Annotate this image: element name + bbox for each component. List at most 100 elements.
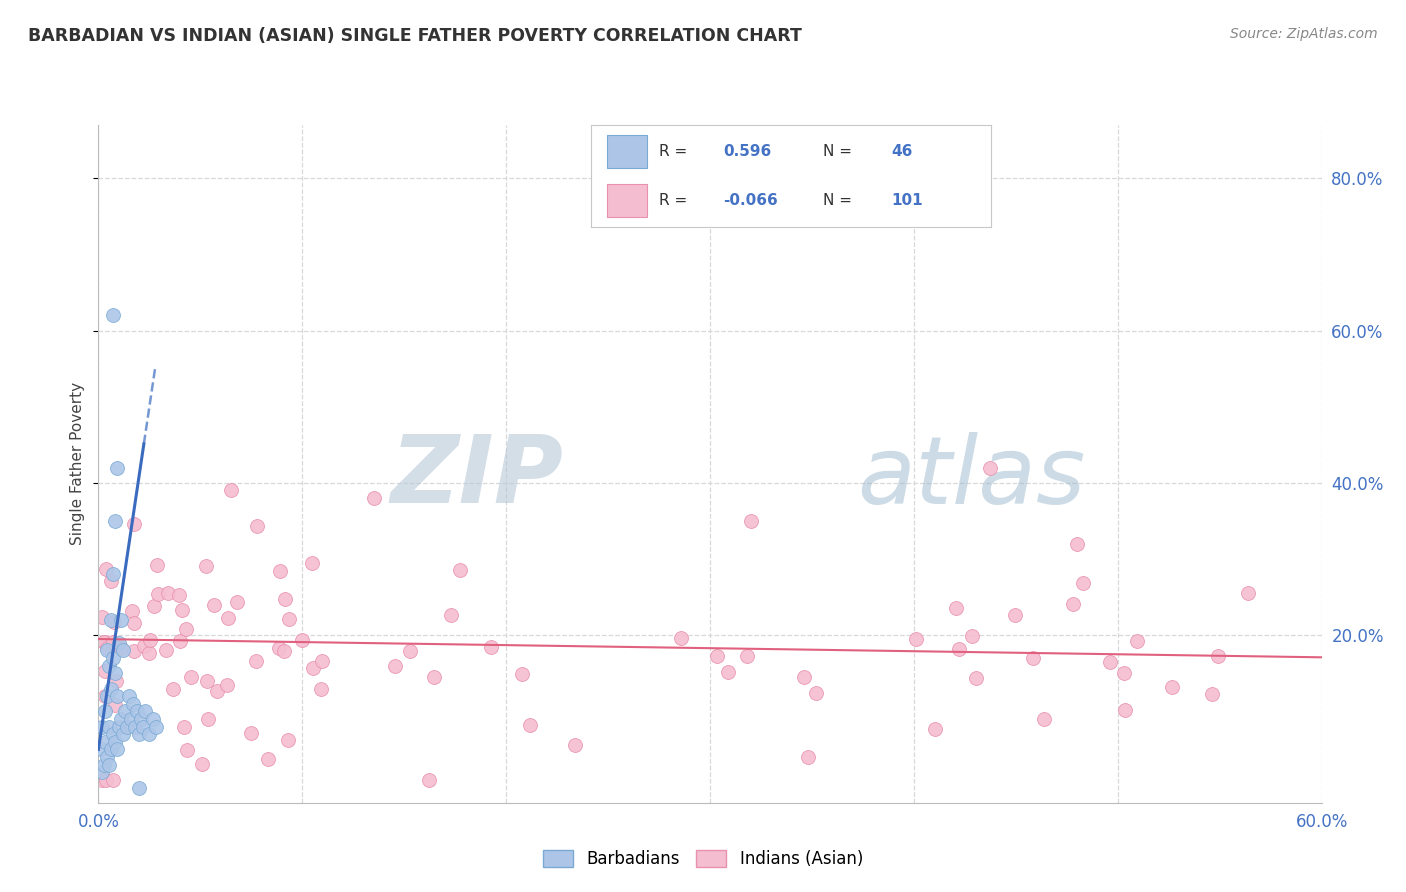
- Point: [105, 689, 128, 703]
- Y-axis label: Single Father Poverty: Single Father Poverty: [70, 383, 86, 545]
- Point: [706, 648, 728, 663]
- Point: [105, 460, 128, 475]
- Point: [301, 557, 323, 571]
- Point: [1114, 703, 1136, 717]
- Point: [94, 562, 117, 576]
- Point: [311, 681, 333, 696]
- Point: [139, 633, 162, 648]
- Point: [132, 720, 155, 734]
- Point: [793, 670, 815, 684]
- Point: [96, 640, 118, 655]
- Point: [101, 634, 124, 648]
- Point: [114, 705, 136, 719]
- Point: [440, 607, 463, 622]
- Point: [134, 705, 156, 719]
- Point: [167, 589, 190, 603]
- Text: N =: N =: [823, 144, 852, 159]
- Point: [1004, 607, 1026, 622]
- Point: [197, 712, 219, 726]
- Point: [120, 712, 142, 726]
- Point: [103, 615, 125, 629]
- Point: [142, 712, 165, 726]
- Point: [104, 514, 127, 528]
- Point: [138, 647, 160, 661]
- Point: [156, 585, 179, 599]
- Point: [384, 659, 406, 673]
- Point: [105, 742, 128, 756]
- Point: [110, 613, 132, 627]
- Point: [101, 567, 124, 582]
- Text: 46: 46: [891, 144, 912, 159]
- Point: [217, 611, 239, 625]
- Point: [564, 738, 586, 752]
- Point: [127, 705, 149, 719]
- Point: [512, 666, 534, 681]
- Point: [148, 587, 170, 601]
- Point: [115, 720, 138, 734]
- Point: [1208, 648, 1230, 663]
- Point: [104, 735, 127, 749]
- Point: [97, 658, 120, 673]
- Point: [195, 558, 218, 573]
- Point: [277, 612, 299, 626]
- Point: [1066, 537, 1088, 551]
- Point: [1099, 655, 1122, 669]
- Point: [121, 604, 143, 618]
- Point: [101, 727, 124, 741]
- Point: [191, 756, 214, 771]
- Point: [519, 718, 541, 732]
- Point: [96, 689, 118, 703]
- Point: [93, 757, 115, 772]
- Point: [142, 599, 165, 613]
- Point: [302, 660, 325, 674]
- Point: [93, 705, 115, 719]
- Point: [100, 613, 122, 627]
- Point: [176, 743, 198, 757]
- Point: [267, 640, 290, 655]
- Point: [717, 665, 740, 679]
- Point: [195, 673, 218, 688]
- Point: [924, 722, 946, 736]
- Point: [169, 634, 191, 648]
- Point: [101, 651, 124, 665]
- Point: [273, 644, 295, 658]
- Point: [979, 460, 1001, 475]
- Point: [172, 603, 194, 617]
- Point: [363, 491, 385, 505]
- Point: [93, 635, 115, 649]
- Text: R =: R =: [658, 194, 688, 209]
- Point: [91, 609, 114, 624]
- Point: [945, 601, 967, 615]
- Point: [104, 666, 127, 681]
- Point: [960, 629, 983, 643]
- FancyBboxPatch shape: [606, 136, 647, 168]
- Text: Source: ZipAtlas.com: Source: ZipAtlas.com: [1230, 27, 1378, 41]
- Point: [311, 654, 333, 668]
- Legend: Barbadians, Indians (Asian): Barbadians, Indians (Asian): [536, 843, 870, 875]
- Text: 101: 101: [891, 194, 922, 209]
- Point: [122, 697, 145, 711]
- Point: [93, 735, 115, 749]
- Point: [245, 654, 267, 668]
- Point: [128, 727, 150, 741]
- Point: [145, 720, 167, 734]
- Point: [101, 772, 124, 787]
- Point: [219, 483, 242, 498]
- Point: [129, 712, 152, 726]
- Point: [105, 674, 128, 689]
- Point: [217, 677, 239, 691]
- Point: [108, 720, 131, 734]
- Text: 0.596: 0.596: [723, 144, 770, 159]
- Point: [94, 772, 117, 787]
- Point: [205, 684, 228, 698]
- Point: [100, 574, 122, 589]
- Point: [450, 563, 472, 577]
- Point: [735, 648, 758, 663]
- Point: [111, 727, 134, 741]
- Point: [91, 720, 114, 734]
- Point: [1032, 712, 1054, 726]
- Point: [90, 742, 112, 756]
- Point: [1201, 687, 1223, 701]
- Point: [124, 644, 146, 658]
- Point: [132, 639, 155, 653]
